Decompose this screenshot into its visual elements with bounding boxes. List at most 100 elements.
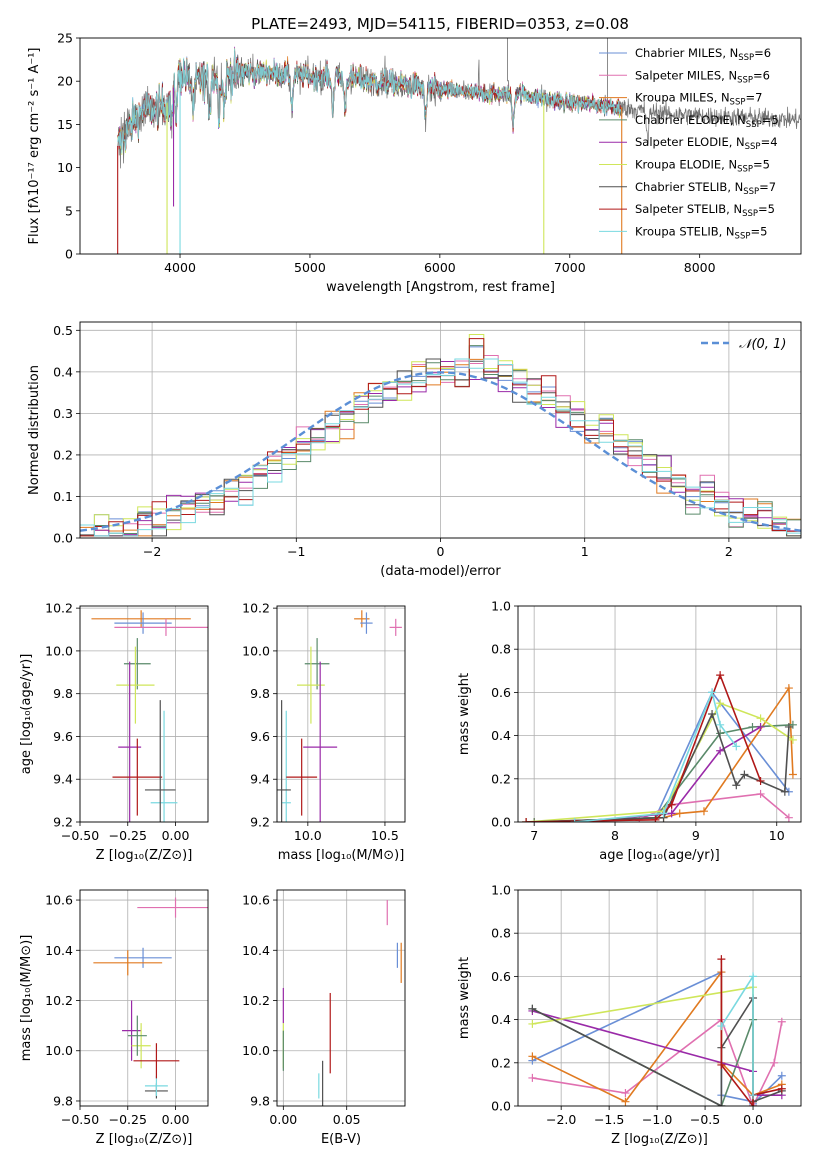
x-axis-label: Z [log₁₀(Z/Z⊙)] [96,1132,193,1147]
legend-label-value: =5 [753,158,770,172]
axes-frame [276,889,406,1107]
plot-area [91,610,208,822]
y-tick-label: 0.0 [53,531,73,546]
legend-label-subscript: SSP [745,142,761,152]
age-vs-mass-panel: 10.0 10.5 9.2 9.4 9.6 9.8 10.0 10.2 mass [log₁₀(… [242,601,406,863]
series-point-salpeter-stelib [777,1084,786,1093]
x-tick-label: 9 [692,828,700,843]
legend-label-value: =7 [745,91,762,105]
y-tick-label: 1.0 [491,883,511,898]
legend-label-value: =4 [761,135,778,149]
x-tick-label: 2 [725,544,733,559]
legend-label-text: Salpeter MILES, N [635,68,737,82]
y-tick-label: 0.4 [491,728,511,743]
x-tick-label: 0.00 [162,1112,190,1127]
series-point-kroupa-miles [788,770,797,779]
y-tick-label: 10 [57,160,73,175]
model-spectrum-kroupa-stelib [117,48,623,154]
series-point-salpeter-stelib [717,1060,726,1069]
y-tick-label: 15 [57,117,73,132]
legend-label-normal-curve: 𝒩(0, 1) [739,337,786,352]
y-tick-label: 0 [65,247,73,262]
mass-weight-vs-metallicity-panel: −2.0 −1.5 −1.0 −0.5 0.0 0.0 0.2 0.4 0.6 0.8 1.0 Z [… [457,883,802,1147]
x-tick-label: 0.00 [162,828,190,843]
series-point-chabrier-stelib [780,787,789,796]
y-tick-label: 9.4 [250,772,270,787]
series-point-salpeter-miles [621,1089,630,1098]
series-point-salpeter-stelib [522,818,531,822]
y-axis-label: Flux [fλ10⁻¹⁷ erg cm⁻² s⁻¹ A⁻¹] [27,48,42,245]
figure-title: PLATE=2493, MJD=54115, FIBERID=0353, z=0… [251,15,629,33]
plot-area [277,610,402,822]
y-tick-label: 0.0 [491,815,511,830]
legend-label-salpeter-stelib: Salpeter STELIB, NSSP=5 [635,202,775,219]
residuals-legend: 𝒩(0, 1) [701,337,786,352]
spectrum-panel: 4000 5000 6000 7000 8000 0 5 10 15 20 25 wavelength… [27,31,802,295]
y-tick-label: 0.5 [53,323,73,338]
x-axis-label: mass [log₁₀(M/M⊙)] [278,848,405,863]
series-point-salpeter-miles [756,789,765,798]
x-tick-label: 7 [530,828,538,843]
plot-area [282,900,402,1106]
axes-frame [79,321,802,539]
series-point-chabrier-stelib [717,1102,726,1106]
legend-label-kroupa-elodie: Kroupa ELODIE, NSSP=5 [635,158,770,175]
y-axis-label: Normed distribution [27,365,42,495]
legend-label-value: =5 [762,113,779,127]
series-point-chabrier-elodie [788,720,797,729]
y-tick-label: 9.2 [53,815,73,830]
series-point-salpeter-elodie [716,746,725,755]
series-point-salpeter-miles [770,1058,779,1067]
series-point-chabrier-miles [777,1071,786,1080]
axes-frame [79,605,209,823]
plot-area [117,38,801,254]
legend-label-subscript: SSP [737,165,753,175]
legend-label-salpeter-miles: Salpeter MILES, NSSP=6 [635,68,770,85]
x-tick-label: −2 [143,544,161,559]
y-axis-label: mass [log₁₀(M/M⊙)] [19,935,34,1062]
plot-area [522,671,797,822]
x-axis-label: age [log₁₀(age/yr)] [599,848,720,863]
y-tick-label: 0.4 [491,1012,511,1027]
age-vs-metallicity-panel: −0.50 −0.25 0.00 9.2 9.4 9.6 9.8 10.0 10.2 Z [log… [19,601,209,863]
y-tick-label: 10.2 [45,993,73,1008]
x-tick-label: 8000 [684,260,716,275]
y-axis-label: age [log₁₀(age/yr)] [19,654,34,775]
series-point-chabrier-elodie [530,818,539,822]
y-tick-label: 10.2 [242,993,270,1008]
x-tick-label: 0.05 [333,1112,361,1127]
legend-label-text: Chabrier STELIB, N [635,180,743,194]
series-point-kroupa-stelib [708,688,717,697]
y-tick-label: 9.8 [250,686,270,701]
y-tick-label: 10.0 [45,643,73,658]
y-tick-label: 10.0 [242,643,270,658]
x-tick-label: −0.25 [109,828,147,843]
series-point-kroupa-stelib [659,809,668,818]
legend-label-subscript: SSP [742,209,758,219]
x-tick-label: −0.50 [61,1112,99,1127]
legend-label-chabrier-stelib: Chabrier STELIB, NSSP=7 [635,180,776,197]
y-tick-label: 10.6 [242,893,270,908]
y-tick-label: 9.2 [250,815,270,830]
x-tick-label: −0.5 [690,1112,720,1127]
series-point-salpeter-miles [528,1073,537,1082]
x-axis-label: (data-model)/error [380,564,501,579]
y-tick-label: 0.6 [491,969,511,984]
series-point-kroupa-miles [621,1097,630,1106]
histogram-salpeter-miles [80,355,801,537]
series-point-kroupa-miles [699,807,708,816]
x-tick-label: −1.5 [594,1112,624,1127]
legend-label-text: Kroupa MILES, N [635,91,730,105]
legend-label-salpeter-elodie: Salpeter ELODIE, NSSP=4 [635,135,778,152]
legend-label-chabrier-miles: Chabrier MILES, NSSP=6 [635,46,771,63]
series-point-salpeter-stelib [667,800,676,809]
y-tick-label: 1.0 [491,599,511,614]
series-point-kroupa-miles [528,1052,537,1061]
y-tick-label: 10.4 [45,943,73,958]
series-point-chabrier-stelib [732,781,741,790]
legend-label-value: =5 [750,224,767,238]
x-tick-label: 8 [611,828,619,843]
histogram-kroupa-stelib [80,358,801,537]
axes-frame [79,889,209,1107]
